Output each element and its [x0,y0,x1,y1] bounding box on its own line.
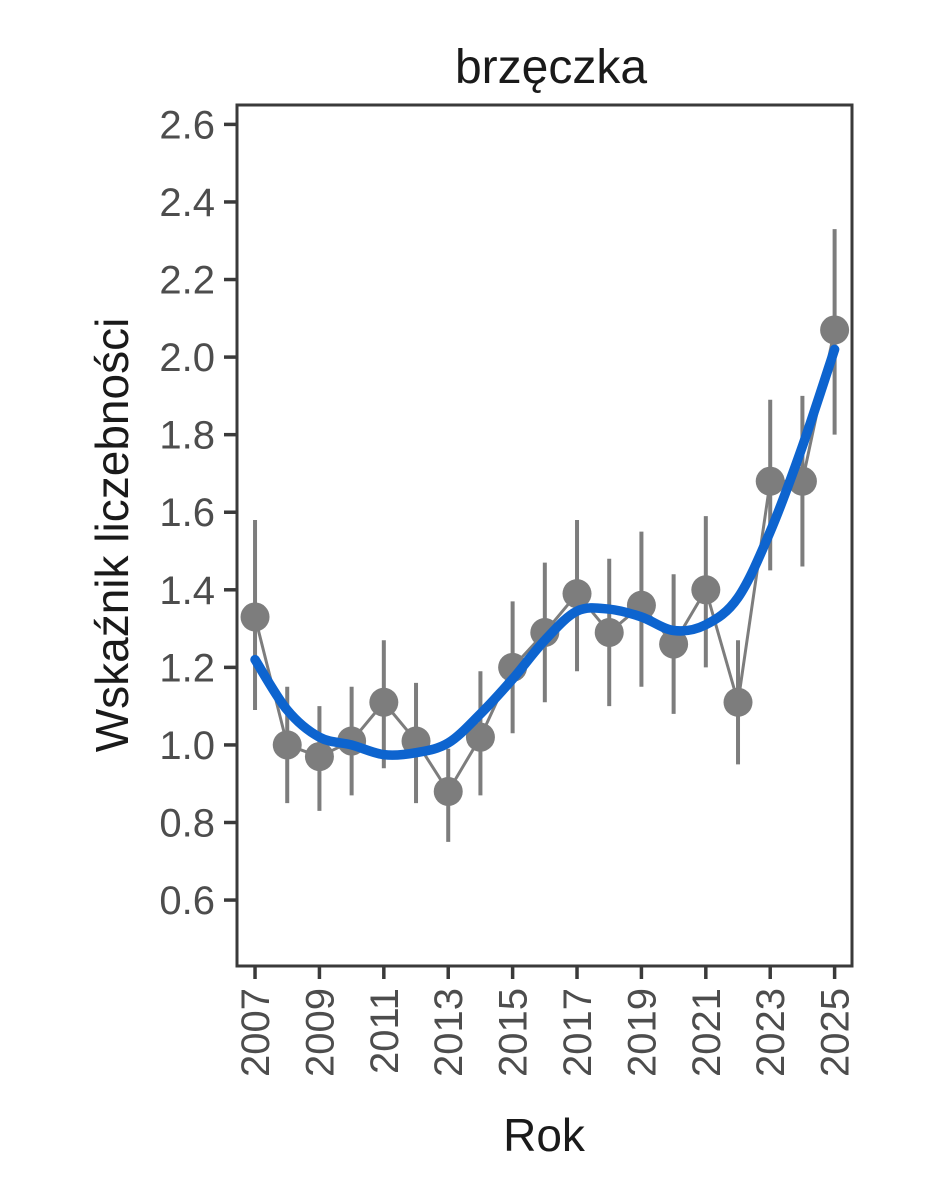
y-tick-label: 1.6 [159,491,215,535]
data-point [433,776,463,806]
data-point [723,687,753,717]
y-axis-title: Wskaźnik liczebności [86,318,138,753]
plot-panel [237,105,852,966]
y-tick-label: 2.2 [159,259,215,303]
data-points [240,315,850,806]
data-point [369,687,399,717]
data-point [465,722,495,752]
y-tick-label: 2.0 [159,336,215,380]
x-tick-label: 2019 [620,988,664,1077]
data-point [240,602,270,632]
x-tick-label: 2025 [814,988,858,1077]
x-tick-label: 2007 [234,988,278,1077]
y-tick-label: 1.0 [159,724,215,768]
data-point [691,575,721,605]
trend-line [250,344,840,760]
data-point [304,742,334,772]
plot-panel-border [235,103,854,968]
data-point [594,617,624,647]
y-tick-label: 2.6 [159,103,215,147]
data-point [755,466,785,496]
x-tick-label: 2015 [492,988,536,1077]
x-tick-label: 2023 [749,988,793,1077]
x-tick-label: 2011 [363,988,407,1074]
x-tick-label: 2021 [685,988,729,1077]
x-tick-label: 2013 [427,988,471,1077]
trend-curve [250,344,840,760]
y-tick-label: 0.8 [159,802,215,846]
x-axis-ticks: 2007 2009 2011 2013 2015 2017 2019 2021 2023 2025 [234,966,858,1077]
x-axis-title: Rok [503,1109,586,1161]
y-tick-label: 2.4 [159,181,215,225]
y-tick-label: 1.4 [159,569,215,613]
data-point [272,730,302,760]
data-point [820,315,850,345]
data-point [530,617,560,647]
x-tick-label: 2017 [556,988,600,1077]
y-tick-label: 1.2 [159,646,215,690]
y-tick-label: 0.6 [159,879,215,923]
y-tick-label: 1.8 [159,414,215,458]
y-axis-ticks: 2.6 2.4 2.2 2.0 1.8 1.6 1.4 1.2 1.0 0.8 0.6 [159,103,237,923]
data-point [562,579,592,609]
x-tick-label: 2009 [298,988,342,1077]
data-point [659,629,689,659]
chart-title: brzęczka [455,41,647,94]
